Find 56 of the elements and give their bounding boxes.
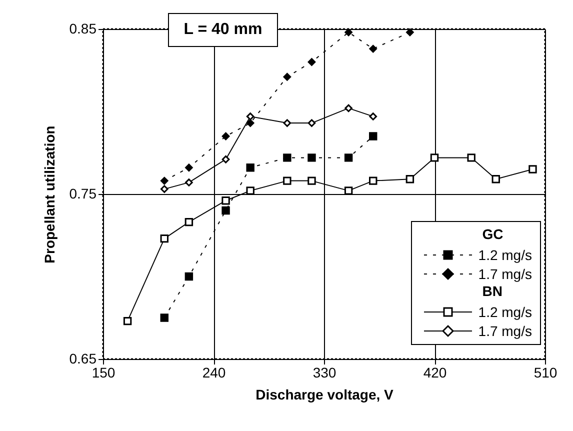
point (222, 132, 230, 140)
point (528, 165, 537, 174)
x-tick-label: 510 (534, 364, 558, 380)
point (222, 155, 230, 164)
point (160, 314, 168, 322)
y-tick-label: 0.85 (69, 20, 97, 36)
point (283, 154, 292, 162)
point (160, 176, 168, 185)
legend-label: 1.7 mg/s (478, 266, 532, 282)
point (369, 176, 378, 185)
point (246, 163, 254, 172)
x-tick-label: 330 (312, 364, 336, 380)
x-tick-label: 150 (92, 364, 116, 380)
y-tick-label: 0.65 (69, 350, 97, 366)
point (246, 119, 254, 127)
point (308, 58, 316, 66)
point (222, 206, 230, 215)
annotation: GC (481, 226, 504, 244)
point (344, 104, 352, 112)
point (406, 175, 414, 184)
x-tick-label: 420 (423, 364, 447, 380)
y-tick-label: 0.75 (69, 186, 97, 202)
point (160, 234, 168, 243)
annotation: L = 40 mm (168, 13, 278, 47)
point (430, 154, 439, 162)
point (344, 28, 352, 36)
point (222, 196, 230, 205)
y-axis-title: Propellant utilization (41, 126, 58, 264)
point (406, 28, 414, 36)
point (246, 112, 254, 120)
point (184, 218, 194, 226)
point (369, 44, 378, 53)
legend-label: 1.7 mg/s (478, 322, 532, 338)
point (308, 154, 316, 162)
point (369, 132, 378, 140)
x-tick-label: 240 (202, 364, 226, 380)
point (283, 119, 292, 127)
point (184, 272, 194, 281)
point (369, 112, 378, 120)
point (185, 164, 193, 172)
point (123, 316, 132, 326)
point (308, 176, 316, 185)
point (344, 186, 353, 195)
annotation: BN (481, 283, 504, 301)
point (467, 154, 476, 162)
legend-label: 1.2 mg/s (478, 246, 532, 262)
point (308, 119, 316, 127)
point (283, 72, 292, 81)
point (185, 178, 193, 186)
point (246, 186, 254, 195)
x-axis-title: Discharge voltage, V (256, 386, 394, 402)
point (160, 185, 168, 193)
point (344, 154, 353, 162)
point (283, 176, 292, 185)
legend-label: 1.2 mg/s (478, 304, 532, 320)
point (492, 175, 500, 184)
